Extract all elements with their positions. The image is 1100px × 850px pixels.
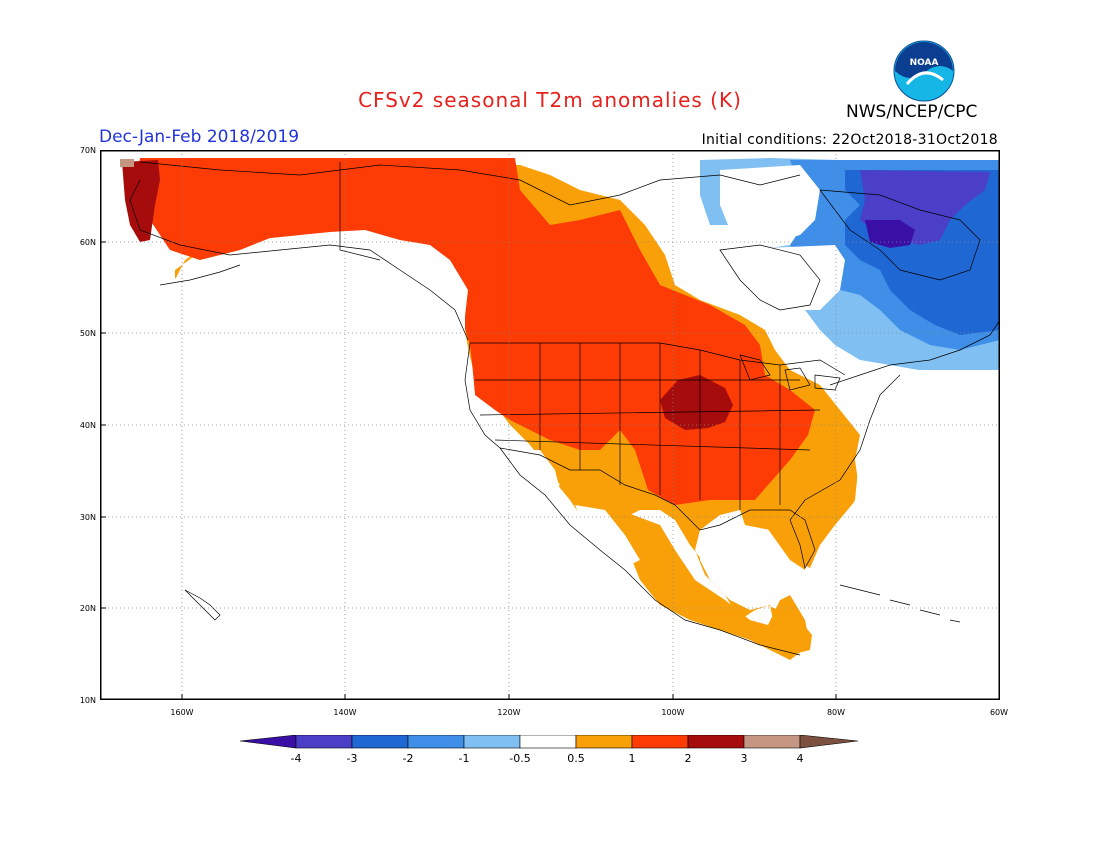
- colorbar-box-8: [687, 735, 745, 749]
- colorbar-label-5: 0.5: [567, 752, 585, 765]
- field-orange-southeast: [740, 460, 860, 568]
- lat-label-40: 40N: [80, 421, 96, 430]
- us-states-grid-2: [475, 379, 821, 451]
- alaska-canada-border: [339, 162, 381, 261]
- ticks: [100, 150, 1000, 700]
- field-white-northeast-us: [810, 370, 1000, 700]
- field-white-baja: [575, 505, 640, 570]
- colorbar-label-0: -4: [291, 752, 302, 765]
- lon-label-80w: 80W: [827, 708, 845, 717]
- colorbar-label-1: -3: [347, 752, 358, 765]
- alaska-coast: [129, 179, 469, 341]
- hudson-bay: [719, 244, 821, 311]
- field-tan-alaska: [120, 159, 134, 167]
- logo-text: NOAA: [910, 58, 939, 68]
- lon-label-140w: 140W: [333, 708, 356, 717]
- baffin: [819, 189, 981, 281]
- colorbar-label-3: -1: [459, 752, 470, 765]
- colorbar-label-4: -0.5: [509, 752, 530, 765]
- lat-label-60: 60N: [80, 238, 96, 247]
- colorbar-box-3: [407, 735, 465, 749]
- lat-label-50: 50N: [80, 329, 96, 338]
- caribbean-islands: [839, 584, 961, 623]
- initial-conditions-label: Initial conditions: 22Oct2018-31Oct2018: [701, 132, 998, 148]
- lon-label-160w: 160W: [170, 708, 193, 717]
- colorbar-label-9: 4: [797, 752, 804, 765]
- field-deep-purple-east-canada: [865, 220, 915, 248]
- arctic-coast: [139, 161, 801, 206]
- axis-labels: 70N 60N 50N 40N 30N 20N 10N 160W 140W 12…: [80, 146, 1008, 717]
- lat-label-30: 30N: [80, 513, 96, 522]
- lat-label-20: 20N: [80, 604, 96, 613]
- field-deep-red-midwest: [660, 375, 733, 430]
- colorbar-box-6: [575, 735, 633, 749]
- hawaii: [184, 589, 221, 621]
- field-red-core: [135, 158, 815, 505]
- lat-label-10: 10N: [80, 696, 96, 705]
- field-white-hudson: [720, 245, 845, 310]
- chart-title: CFSv2 seasonal T2m anomalies (K): [358, 88, 742, 112]
- lon-label-100w: 100W: [661, 708, 684, 717]
- ocean-pacific: [100, 232, 860, 700]
- lon-label-60w: 60W: [990, 708, 1008, 717]
- colorbar-right-arrow: [799, 735, 859, 749]
- field-deep-red-alaska: [122, 160, 160, 242]
- boundaries: [129, 161, 1000, 656]
- lat-label-70: 70N: [80, 146, 96, 155]
- colorbar-label-8: 3: [741, 752, 748, 765]
- anomaly-map: [100, 150, 1000, 700]
- colorbar-left-arrow: [240, 735, 297, 749]
- field-white-baffin: [720, 165, 820, 245]
- us-mexico-border: [499, 447, 676, 506]
- field-white-gulf: [700, 535, 800, 610]
- colorbar: -4 -3 -2 -1 -0.5 0.5 1 2 3 4: [240, 735, 859, 765]
- noaa-logo-icon: NOAA: [893, 40, 955, 102]
- colorbar-label-2: -2: [403, 752, 414, 765]
- east-canada-coast: [829, 319, 1000, 386]
- gulf-coast: [674, 374, 901, 569]
- us-canada-border: [470, 342, 846, 376]
- colorbar-box-4: [463, 735, 521, 749]
- aleutians: [159, 264, 241, 286]
- great-lakes: [739, 354, 841, 391]
- colorbar-box-1: [295, 735, 353, 749]
- colorbar-box-7: [631, 735, 689, 749]
- anomaly-fields: [120, 158, 1000, 700]
- west-coast: [464, 342, 801, 656]
- colorbar-label-7: 2: [685, 752, 692, 765]
- org-label: NWS/NCEP/CPC: [846, 102, 978, 122]
- colorbar-label-6: 1: [629, 752, 636, 765]
- colorbar-box-5: [519, 735, 577, 749]
- colorbar-box-2: [351, 735, 409, 749]
- season-label: Dec-Jan-Feb 2018/2019: [99, 127, 300, 147]
- colorbar-box-9: [743, 735, 801, 749]
- lon-label-120w: 120W: [497, 708, 520, 717]
